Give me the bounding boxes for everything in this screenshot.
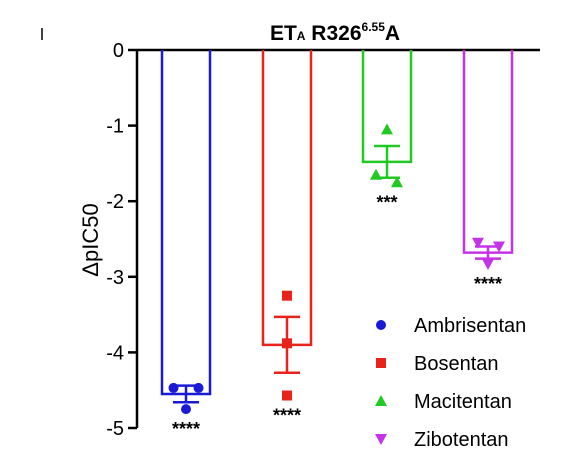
legend: Ambrisentan Bosentan Macitentan Zibotentan	[375, 315, 526, 451]
chart-title-subscript: A	[297, 29, 306, 43]
legend-label-zibotentan: Zibotentan	[414, 429, 509, 451]
data-point-macitentan	[381, 123, 393, 135]
y-axis: 0 -1 -2 -3 -4 -5	[106, 40, 540, 440]
significance-bosentan: ****	[273, 405, 301, 425]
y-tick-label: -2	[106, 191, 124, 213]
data-points	[168, 123, 505, 415]
y-tick-label: -5	[106, 418, 124, 440]
data-point-macitentan	[370, 168, 382, 180]
data-point-macitentan	[391, 176, 403, 188]
y-tick-label: -3	[106, 267, 124, 289]
bar-ambrisentan	[160, 50, 212, 396]
data-point-ambrisentan	[181, 404, 191, 415]
data-point-bosentan	[282, 390, 292, 401]
y-tick-label: -4	[106, 342, 124, 364]
chart-title-main: ET	[270, 22, 297, 45]
data-point-zibotentan	[482, 258, 494, 270]
significance-labels: ***************	[172, 192, 502, 439]
data-point-ambrisentan	[193, 382, 204, 393]
y-tick-label: 0	[113, 40, 124, 62]
significance-zibotentan: ****	[474, 274, 502, 294]
data-point-bosentan	[282, 290, 292, 301]
legend-label-bosentan: Bosentan	[414, 353, 499, 375]
data-point-zibotentan	[472, 237, 484, 249]
legend-label-macitentan: Macitentan	[414, 391, 512, 413]
bar-zibotentan	[462, 50, 514, 254]
legend-marker-zibotentan	[375, 434, 387, 445]
y-axis-title: ΔpIC50	[78, 203, 103, 276]
data-point-zibotentan	[493, 241, 505, 253]
data-point-ambrisentan	[168, 382, 179, 393]
chart-title: ETA R3266.55A	[270, 20, 400, 45]
bars	[160, 50, 514, 404]
legend-label-ambrisentan: Ambrisentan	[414, 315, 526, 337]
chart-title-superscript: 6.55	[362, 20, 386, 34]
chart-title-main3: A	[385, 22, 400, 45]
y-tick-label: -1	[106, 116, 124, 138]
significance-macitentan: ***	[376, 192, 397, 212]
significance-ambrisentan: ****	[172, 419, 200, 439]
legend-marker-macitentan	[375, 395, 387, 406]
data-point-bosentan	[282, 338, 292, 349]
chart-title-main2: R326	[305, 22, 361, 45]
legend-marker-ambrisentan	[376, 320, 386, 330]
legend-marker-bosentan	[376, 358, 386, 368]
